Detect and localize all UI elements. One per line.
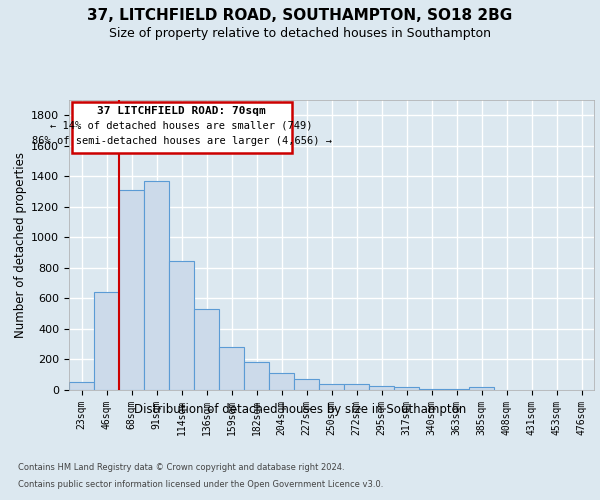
Text: Contains public sector information licensed under the Open Government Licence v3: Contains public sector information licen… <box>18 480 383 489</box>
Bar <box>369 386 394 390</box>
Text: Size of property relative to detached houses in Southampton: Size of property relative to detached ho… <box>109 28 491 40</box>
Bar <box>269 373 294 390</box>
Text: 37 LITCHFIELD ROAD: 70sqm: 37 LITCHFIELD ROAD: 70sqm <box>97 106 266 116</box>
Bar <box>294 380 319 390</box>
Bar <box>344 384 369 390</box>
Bar <box>444 389 469 390</box>
Bar <box>144 181 169 390</box>
Bar <box>244 362 269 390</box>
Bar <box>394 387 419 390</box>
Text: Distribution of detached houses by size in Southampton: Distribution of detached houses by size … <box>134 402 466 415</box>
Text: ← 14% of detached houses are smaller (749): ← 14% of detached houses are smaller (74… <box>50 121 313 131</box>
Text: 37, LITCHFIELD ROAD, SOUTHAMPTON, SO18 2BG: 37, LITCHFIELD ROAD, SOUTHAMPTON, SO18 2… <box>88 8 512 22</box>
Bar <box>169 261 194 390</box>
Text: Contains HM Land Registry data © Crown copyright and database right 2024.: Contains HM Land Registry data © Crown c… <box>18 462 344 471</box>
Bar <box>94 292 119 390</box>
Bar <box>469 387 494 390</box>
Bar <box>194 309 219 390</box>
FancyBboxPatch shape <box>71 102 292 152</box>
Bar <box>419 389 444 390</box>
Y-axis label: Number of detached properties: Number of detached properties <box>14 152 27 338</box>
Bar <box>319 384 344 390</box>
Bar <box>69 382 94 390</box>
Bar <box>219 346 244 390</box>
Text: 86% of semi-detached houses are larger (4,656) →: 86% of semi-detached houses are larger (… <box>32 136 331 146</box>
Bar <box>119 190 144 390</box>
